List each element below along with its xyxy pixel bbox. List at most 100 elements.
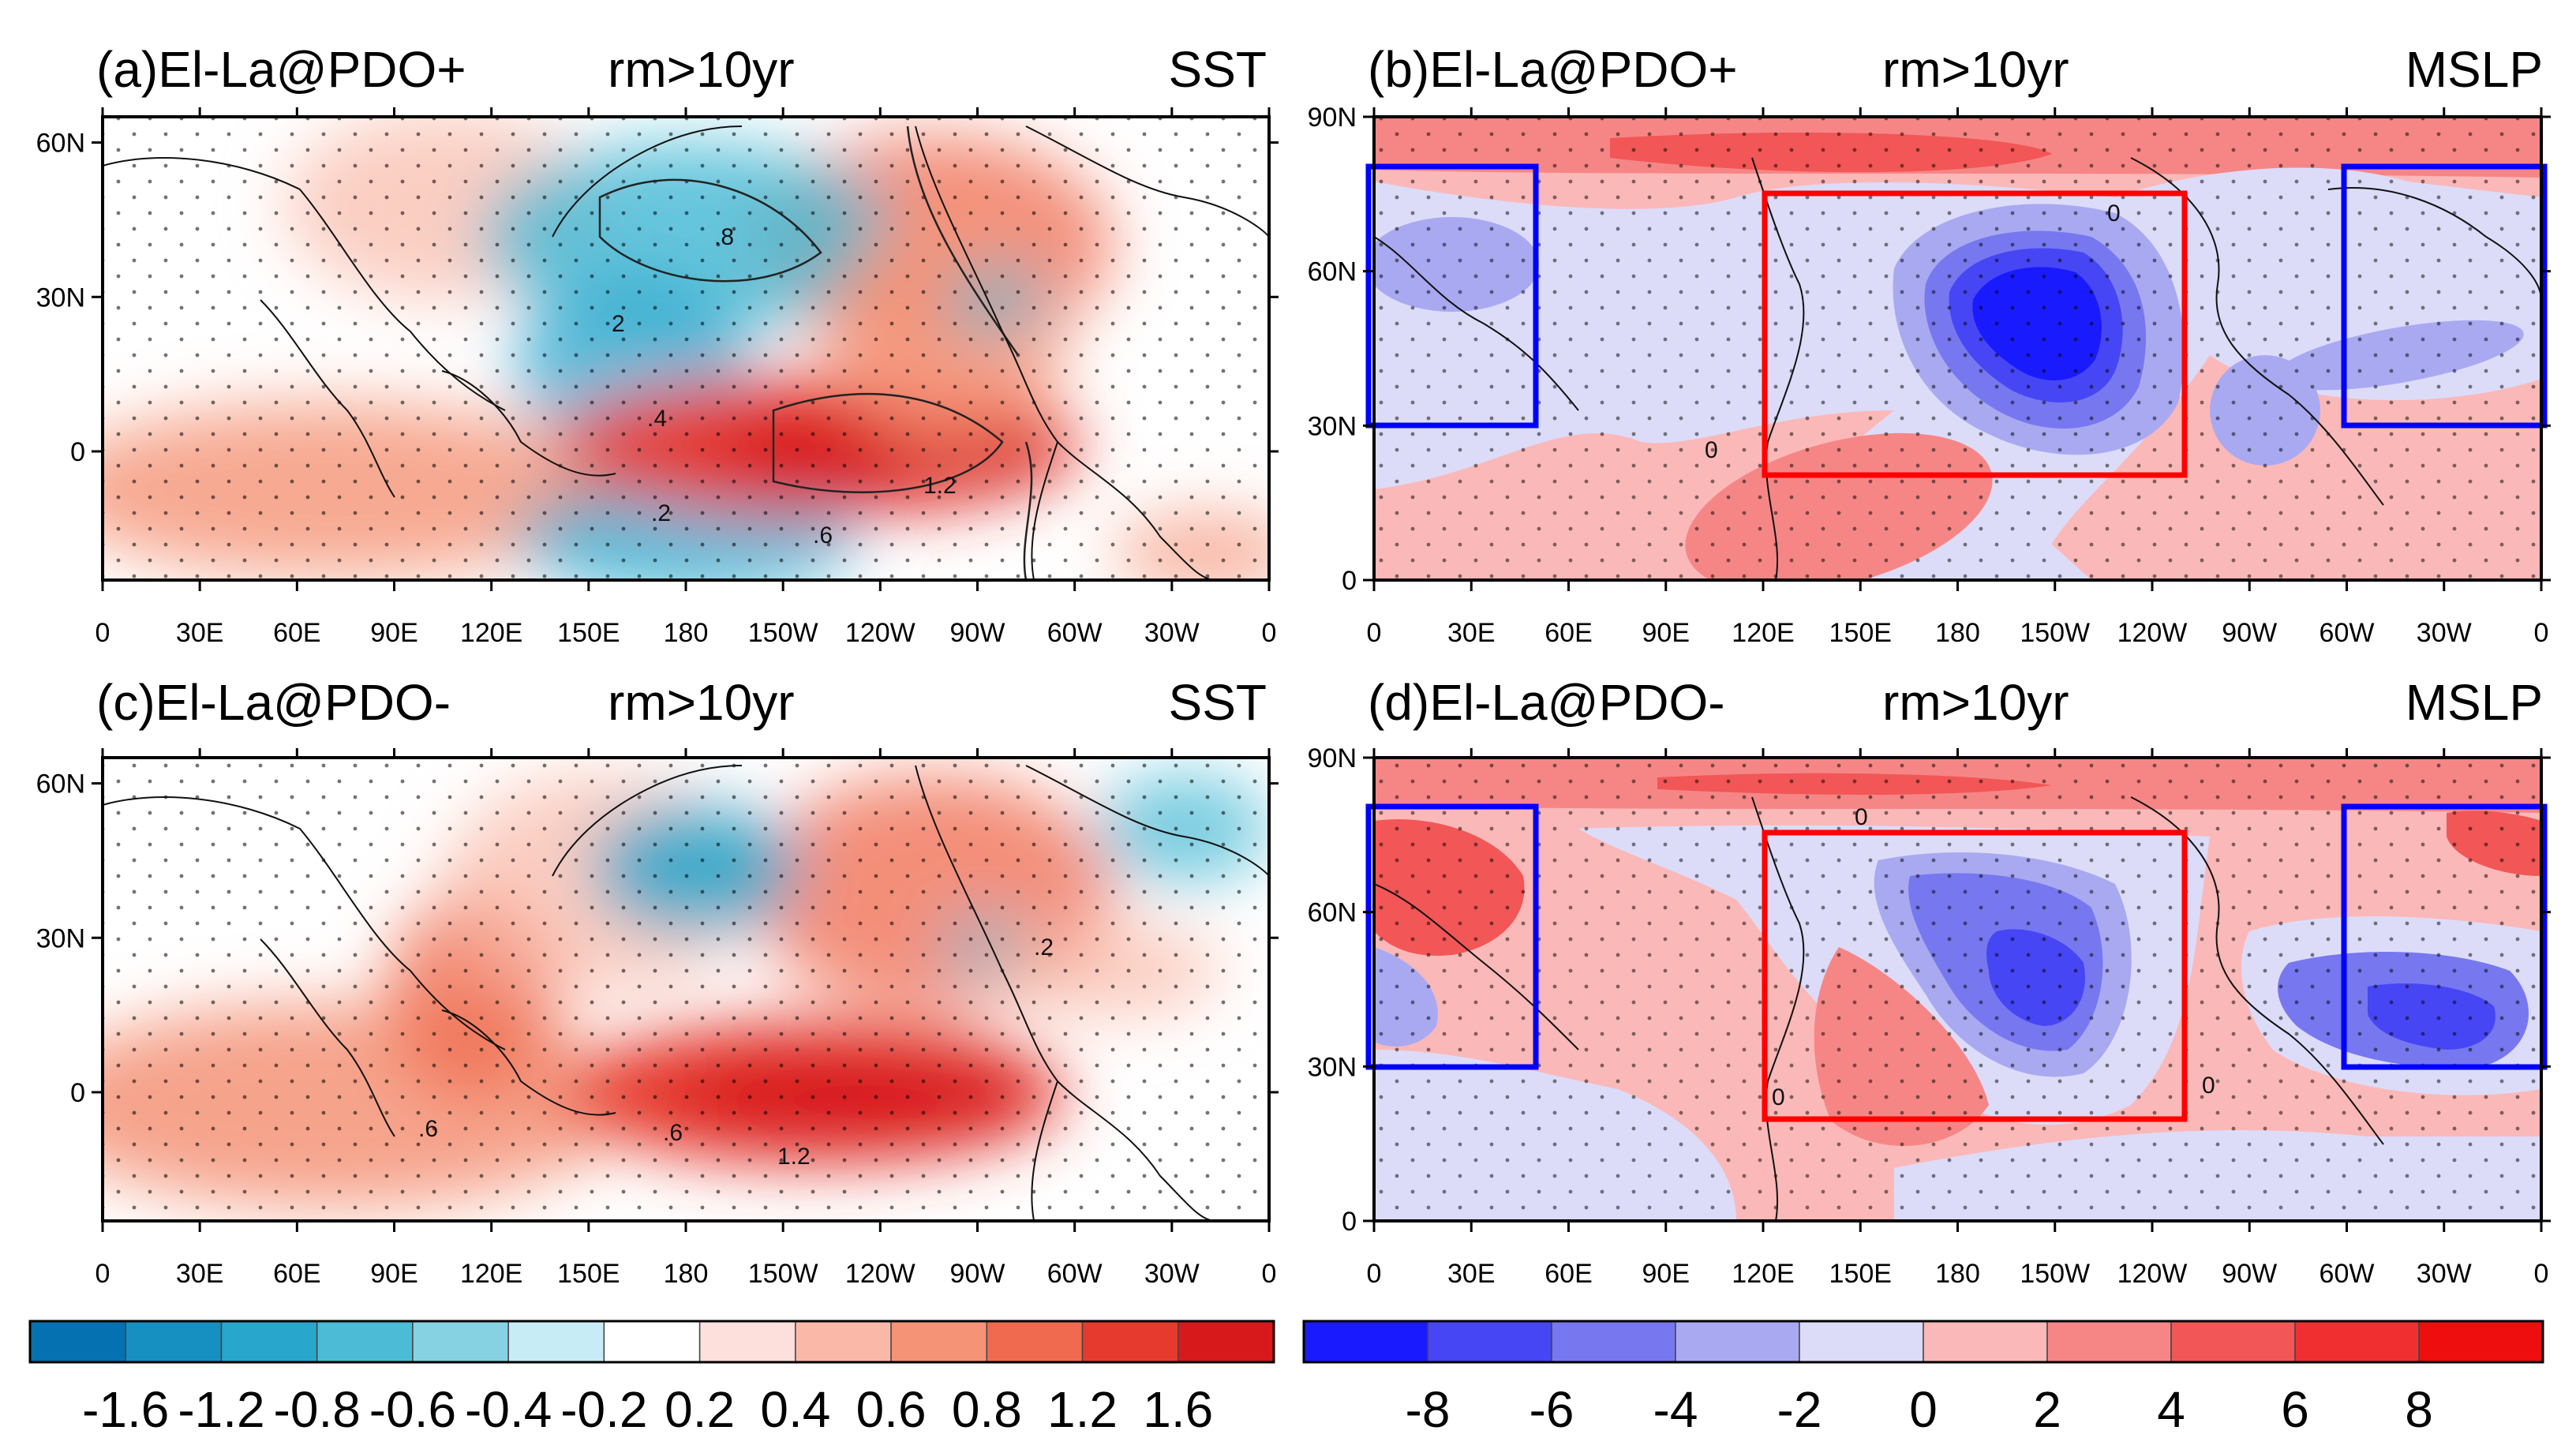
mslp-colorbar-label: -6 — [1530, 1381, 1574, 1438]
sst-colorbar-swatch — [1081, 1320, 1179, 1363]
panel-c-xtick-label: 90E — [370, 1259, 418, 1289]
sst-colorbar-swatch — [986, 1320, 1084, 1363]
panel-d-xtick-label: 60E — [1544, 1259, 1593, 1289]
panel-b-ytick-label: 90N — [1308, 103, 1357, 133]
panel-c-contour-label: .6 — [418, 1116, 438, 1142]
panel-c-contour-label: .2 — [1034, 934, 1054, 960]
panel-d-contour-label: 0 — [1855, 804, 1868, 830]
panel-a-xtick-label: 120W — [845, 618, 915, 648]
panel-a-field: .8 2 .4 1.2 .2 .6 — [103, 117, 1269, 580]
mslp-colorbar-swatch — [1675, 1320, 1800, 1363]
panel-b-xtick-label: 150W — [2020, 618, 2090, 648]
panel-b-xtick-label: 150E — [1829, 618, 1892, 648]
panel-d-xtick-label: 180 — [1935, 1259, 1980, 1289]
mslp-colorbar-swatch — [1799, 1320, 1924, 1363]
mslp-colorbar-swatch — [2418, 1320, 2544, 1363]
panel-b-xtick-label: 60E — [1544, 618, 1593, 648]
panel-c-xtick-label: 120W — [845, 1259, 915, 1289]
panel-c-title-center: rm>10yr — [608, 674, 795, 731]
panel-c-contour-label: 1.2 — [777, 1144, 811, 1170]
panel-c-title-right: SST — [1169, 674, 1267, 731]
panel-c-xtick-label: 0 — [1262, 1259, 1277, 1289]
panel-b-box-blue-west — [1365, 163, 1539, 429]
mslp-colorbar-swatch — [2046, 1320, 2172, 1363]
sst-colorbar-label: 0.2 — [665, 1381, 735, 1438]
sst-colorbar-label: -0.4 — [465, 1381, 552, 1438]
mslp-colorbar-label: 6 — [2281, 1381, 2309, 1438]
panel-a-xtick-label: 180 — [664, 618, 709, 648]
panel-d-box-blue-west — [1365, 803, 1539, 1070]
panel-d-title-center: rm>10yr — [1882, 674, 2069, 731]
mslp-colorbar-label: -2 — [1777, 1381, 1822, 1438]
panel-a-xtick-label: 0 — [95, 618, 110, 648]
sst-colorbar-swatch — [412, 1320, 509, 1363]
panel-b-contour-label: 0 — [1705, 437, 1718, 463]
sst-colorbar-label: -0.6 — [369, 1381, 456, 1438]
panel-b-xtick-label: 30W — [2417, 618, 2472, 648]
panel-a-axes: 0 30E 60E 90E 120E 150E 180 150W 120W 90W 60W 30W 0 6… — [36, 107, 1279, 648]
panel-a: (a)El-La@PDO+ rm>10yr SST — [96, 41, 1271, 582]
panel-a-title-center: rm>10yr — [608, 41, 795, 98]
sst-colorbar-label: 0.4 — [760, 1381, 830, 1438]
panel-d-box-red — [1762, 829, 2188, 1122]
panel-a-xtick-label: 30W — [1144, 618, 1200, 648]
panel-d-ytick-label: 0 — [1342, 1207, 1357, 1237]
panel-d-xtick-label: 30W — [2417, 1259, 2472, 1289]
mslp-colorbar-label: 4 — [2157, 1381, 2185, 1438]
panel-c-xtick-label: 150E — [557, 1259, 620, 1289]
sst-colorbar-swatch — [29, 1320, 126, 1363]
panel-a-title-right: SST — [1169, 41, 1267, 98]
panel-a-contour-label: .4 — [647, 406, 667, 432]
panel-c-xtick-label: 90W — [950, 1259, 1005, 1289]
panel-b-ytick-label: 30N — [1308, 411, 1357, 441]
panel-a-ytick-label: 0 — [70, 437, 85, 467]
panel-a-contour-label: .2 — [651, 500, 671, 526]
panel-b-xtick-label: 90W — [2222, 618, 2277, 648]
mslp-colorbar-swatch — [2170, 1320, 2296, 1363]
panel-d-ytick-label: 60N — [1308, 898, 1357, 928]
panel-b-xtick-label: 120E — [1732, 618, 1794, 648]
panel-a-contour-label: 1.2 — [923, 473, 957, 499]
panel-c-xtick-label: 60E — [273, 1259, 321, 1289]
mslp-colorbar-label: 0 — [1909, 1381, 1938, 1438]
panel-d-xtick-label: 0 — [1367, 1259, 1382, 1289]
sst-colorbar: -1.6 -1.2 -0.8 -0.6 -0.4 -0.2 0.2 0.4 0.6 0.8 1.2 1… — [28, 1320, 1275, 1438]
mslp-colorbar-swatch — [1427, 1320, 1552, 1363]
panel-d-xtick-label: 120W — [2117, 1259, 2188, 1289]
panel-b-xtick-label: 120W — [2117, 618, 2188, 648]
panel-b-title-left: (b)El-La@PDO+ — [1368, 41, 1738, 98]
panel-c-ytick-label: 0 — [70, 1078, 85, 1108]
panel-a-xtick-label: 120E — [460, 618, 522, 648]
panel-a-ytick-label: 30N — [36, 283, 85, 313]
sst-colorbar-label: -0.2 — [560, 1381, 647, 1438]
panel-d-ytick-label: 30N — [1308, 1052, 1357, 1082]
panel-b-title-right: MSLP — [2406, 41, 2543, 98]
colorbars-layer: -1.6 -1.2 -0.8 -0.6 -0.4 -0.2 0.2 0.4 0.6 0.8 1.2 1… — [28, 1320, 2544, 1438]
panel-d: (d)El-La@PDO- rm>10yr MSLP — [1365, 674, 2548, 1222]
panel-b-xtick-label: 0 — [2534, 618, 2549, 648]
panel-d-contour-label: 0 — [2202, 1073, 2215, 1099]
sst-colorbar-swatch — [316, 1320, 414, 1363]
mslp-colorbar-label: 2 — [2033, 1381, 2061, 1438]
panel-d-title-right: MSLP — [2406, 674, 2543, 731]
mslp-colorbar-label: 8 — [2405, 1381, 2433, 1438]
axes-layer: 0 30E 60E 90E 120E 150E 180 150W 120W 90W 60W 30W 0 6… — [36, 103, 2551, 1289]
sst-colorbar-label: 1.2 — [1047, 1381, 1118, 1438]
panel-a-xtick-label: 150W — [748, 618, 818, 648]
panel-a-contour-label: .8 — [714, 224, 734, 250]
panel-d-axes: 0 30E 60E 90E 120E 150E 180 150W 120W 90W 60W 30W 0 9… — [1308, 743, 2551, 1289]
panel-d-xtick-label: 90W — [2222, 1259, 2277, 1289]
panel-d-xtick-label: 150W — [2020, 1259, 2090, 1289]
mslp-colorbar-swatch — [1303, 1320, 1428, 1363]
panel-d-xtick-label: 0 — [2534, 1259, 2549, 1289]
panel-b-xtick-label: 180 — [1935, 618, 1980, 648]
panel-b-xtick-label: 60W — [2320, 618, 2375, 648]
mslp-colorbar-outline — [1302, 1320, 2544, 1364]
sst-colorbar-label: 1.6 — [1143, 1381, 1213, 1438]
panel-d-xtick-label: 60W — [2320, 1259, 2375, 1289]
panel-d-xtick-label: 120E — [1732, 1259, 1794, 1289]
panel-c-xtick-label: 0 — [95, 1259, 110, 1289]
panel-c-xtick-label: 120E — [460, 1259, 522, 1289]
panel-c-xtick-label: 150W — [748, 1259, 818, 1289]
